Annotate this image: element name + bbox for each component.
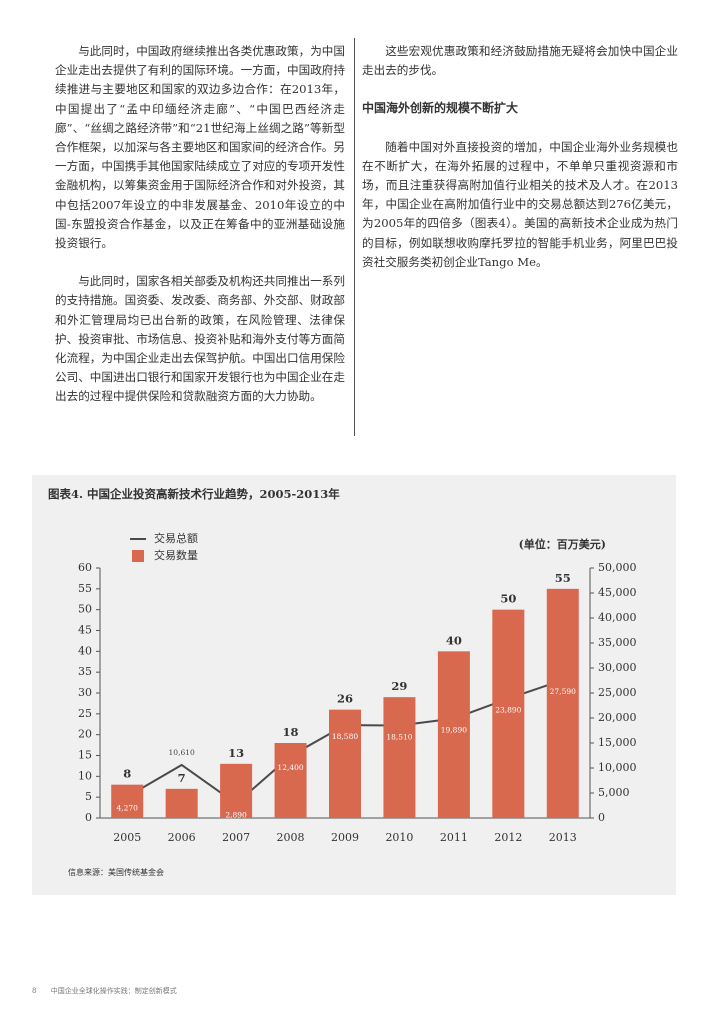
y-tick-label: 40 [78, 644, 92, 657]
line-value-label: 10,610 [169, 748, 195, 757]
bar [165, 788, 198, 818]
y2-tick-label: 0 [598, 811, 605, 824]
y2-tick-label: 20,000 [598, 711, 637, 724]
legend-swatch [132, 550, 144, 562]
y2-tick-label: 35,000 [598, 636, 637, 649]
bar [383, 697, 416, 818]
line-value-label: 18,510 [386, 732, 412, 741]
y-tick-label: 30 [78, 686, 92, 699]
bar-value-label: 29 [391, 679, 407, 693]
y-tick-label: 50 [78, 603, 92, 616]
x-tick-label: 2010 [385, 831, 413, 844]
line-value-label: 19,890 [441, 726, 467, 735]
footer: 8 中国企业全球化操作实践：制定创新模式 [32, 986, 177, 996]
line-value-label: 27,590 [550, 687, 576, 696]
bar-value-label: 50 [500, 592, 516, 606]
left-column: 与此同时，中国政府继续推出各类优惠政策，为中国企业走出去提供了有利的国际环境。一… [55, 42, 345, 426]
paragraph: 这些宏观优惠政策和经济鼓励措施无疑将会加快中国企业走出去的步伐。 [362, 44, 678, 78]
y2-tick-label: 25,000 [598, 686, 637, 699]
figure: 图表4. 中国企业投资高新技术行业趋势，2005-2013年 (单位：百万美元)… [32, 475, 676, 895]
x-tick-label: 2008 [277, 831, 305, 844]
legend-label: 交易总额 [154, 531, 198, 545]
y-tick-label: 20 [78, 728, 92, 741]
bar [546, 588, 579, 818]
bar-value-label: 26 [337, 692, 353, 706]
bar [437, 651, 470, 818]
chart-title: 图表4. 中国企业投资高新技术行业趋势，2005-2013年 [48, 487, 340, 501]
bar-value-label: 18 [283, 725, 299, 739]
y2-tick-label: 10,000 [598, 761, 637, 774]
x-tick-label: 2012 [494, 831, 522, 844]
bar [492, 609, 525, 818]
y-tick-label: 25 [78, 707, 92, 720]
line-value-label: 18,580 [332, 732, 358, 741]
x-tick-label: 2011 [440, 831, 468, 844]
source: 信息来源：美国传统基金会 [68, 867, 164, 877]
section-heading: 中国海外创新的规模不断扩大 [362, 101, 519, 116]
y2-tick-label: 40,000 [598, 611, 637, 624]
y-tick-label: 0 [85, 811, 92, 824]
column-divider [354, 38, 355, 436]
paragraph: 随着中国对外直接投资的增加，中国企业海外业务规模也在不断扩大，在海外拓展的过程中… [362, 139, 678, 269]
y-tick-label: 45 [78, 624, 92, 637]
y-tick-label: 35 [78, 665, 92, 678]
bar [220, 763, 253, 818]
y2-tick-label: 45,000 [598, 586, 637, 599]
page-number: 8 [32, 987, 37, 995]
footer-text: 中国企业全球化操作实践：制定创新模式 [50, 987, 177, 995]
x-tick-label: 2005 [113, 831, 141, 844]
bar [274, 743, 307, 818]
chart: 图表4. 中国企业投资高新技术行业趋势，2005-2013年 (单位：百万美元)… [48, 487, 637, 877]
bar-value-label: 40 [446, 633, 462, 647]
paragraph: 与此同时，中国政府继续推出各类优惠政策，为中国企业走出去提供了有利的国际环境。一… [55, 44, 345, 251]
x-tick-label: 2007 [222, 831, 250, 844]
legend-label: 交易数量 [154, 548, 198, 562]
x-tick-label: 2009 [331, 831, 359, 844]
y-tick-label: 55 [78, 582, 92, 595]
x-tick-label: 2006 [168, 831, 196, 844]
line-value-label: 2,890 [225, 811, 247, 820]
line-value-label: 4,270 [116, 804, 138, 813]
y-tick-label: 10 [78, 769, 92, 782]
y2-tick-label: 50,000 [598, 561, 637, 574]
right-column: 这些宏观优惠政策和经济鼓励措施无疑将会加快中国企业走出去的步伐。 中国海外创新的… [362, 42, 678, 291]
y2-tick-label: 15,000 [598, 736, 637, 749]
bar-value-label: 55 [555, 571, 571, 585]
paragraph: 与此同时，国家各相关部委及机构还共同推出一系列的支持措施。国资委、发改委、商务部… [55, 274, 345, 404]
y-tick-label: 15 [78, 749, 92, 762]
bar-value-label: 8 [123, 767, 131, 781]
bar-value-label: 7 [178, 771, 186, 785]
y2-tick-label: 5,000 [598, 786, 630, 799]
y2-tick-label: 30,000 [598, 661, 637, 674]
unit-label: (单位：百万美元) [519, 537, 606, 551]
y-tick-label: 5 [85, 790, 92, 803]
bar-value-label: 13 [228, 746, 244, 760]
line-value-label: 12,400 [277, 763, 303, 772]
bar [111, 784, 144, 818]
line-value-label: 23,890 [495, 706, 521, 715]
bar [329, 709, 361, 818]
x-tick-label: 2013 [549, 831, 577, 844]
y-tick-label: 60 [78, 561, 92, 574]
